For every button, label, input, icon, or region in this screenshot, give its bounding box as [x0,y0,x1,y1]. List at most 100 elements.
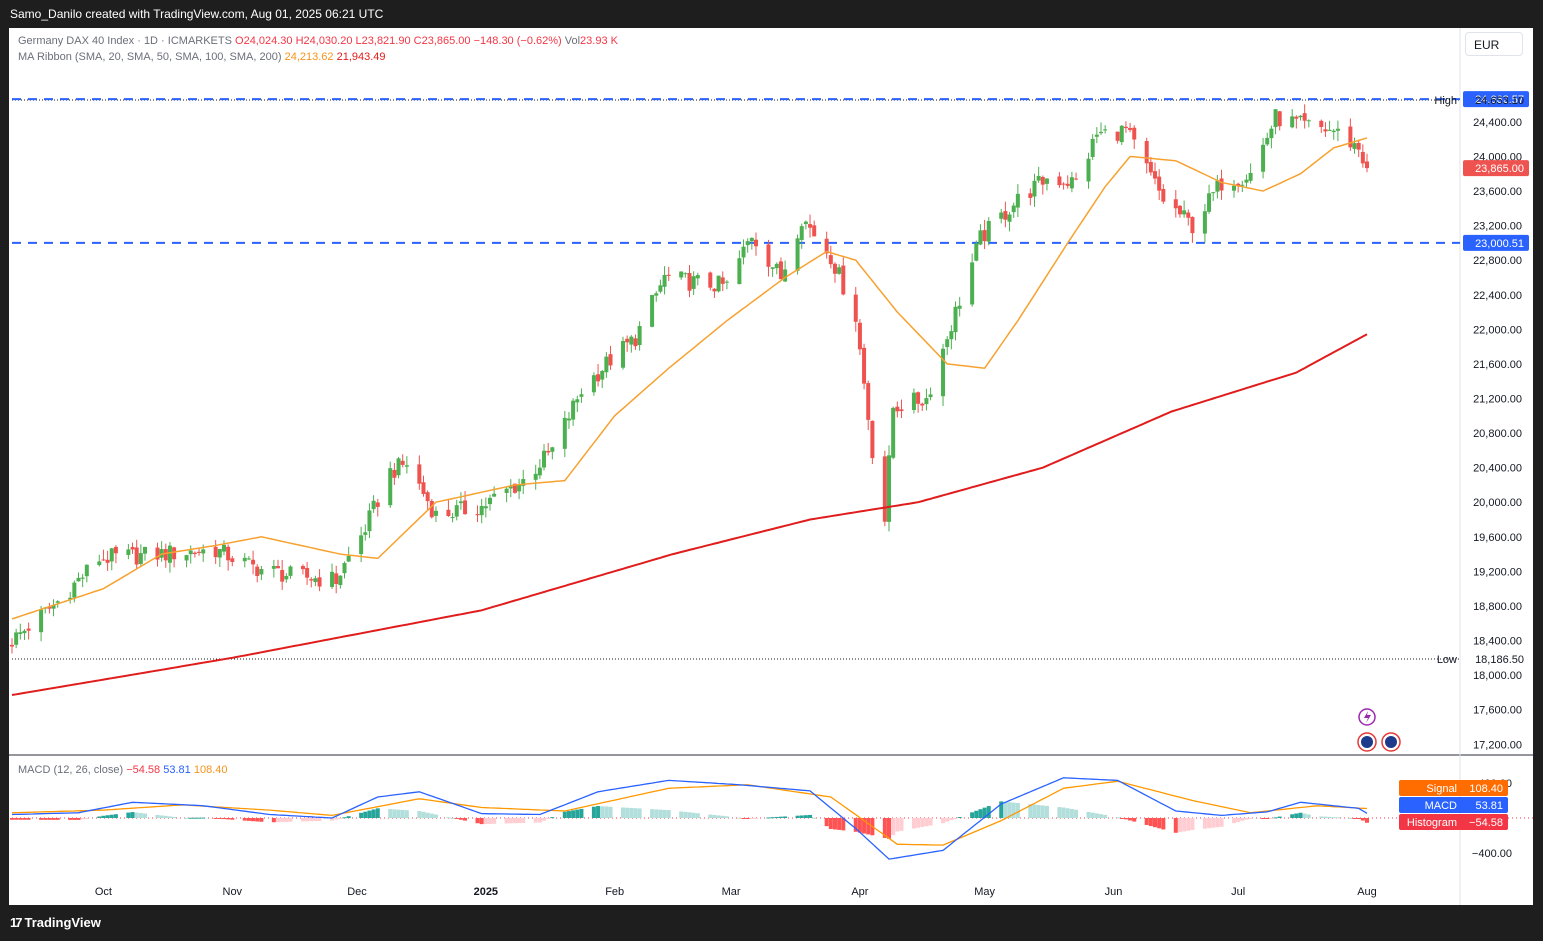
macd-histogram-bar [620,807,625,818]
macd-histogram-bar [504,818,509,824]
macd-histogram-bar [778,816,783,818]
macd-histogram-bar [1161,818,1166,830]
candle-body [1215,180,1220,192]
volume-label: Vol [564,35,581,47]
candle-body [662,274,667,287]
macd-histogram-bar [446,817,451,819]
price-tick-label: 19,600.00 [1473,532,1522,544]
candle-body [338,575,343,586]
macd-histogram-bar [591,806,596,818]
macd-histogram-bar [866,818,871,835]
macd-histogram-bar [450,818,455,819]
candle-body [143,547,148,554]
candle-body [313,578,318,583]
macd-histogram-bar [982,807,987,818]
macd-histogram-bar [1306,814,1311,818]
macd-histogram-bar [708,814,713,818]
macd-histogram-bar [1261,818,1266,819]
macd-histogram-bar [113,814,118,818]
candle-body [620,341,625,368]
macd-tag-name: Signal [1426,783,1457,795]
candle-body [1161,188,1166,202]
candle-body [26,628,31,631]
macd-line-value: 53.81 [163,764,191,776]
candle-body [562,417,567,449]
candle-body [1028,193,1033,198]
sma20-line [11,137,1368,620]
time-tick-label: Jun [1105,886,1123,898]
candle-body [749,237,754,242]
tradingview-brand: TradingView [24,915,101,930]
macd-histogram-bar [359,812,364,818]
macd-histogram-bar [1265,818,1270,819]
macd-histogram-bar [1327,816,1332,818]
macd-histogram-bar [192,817,197,819]
macd-histogram-bar [1294,813,1299,818]
candle-body [650,295,655,327]
candle-body [1360,151,1365,164]
macd-histogram-bar [1360,818,1365,821]
macd-histogram-bar [596,806,601,818]
macd-histogram-bar [1015,803,1020,818]
candle-body [433,510,438,516]
candle-body [571,400,576,420]
candle-body [172,547,177,560]
macd-histogram-bar [774,816,779,818]
candle-body [891,407,896,458]
price-tick-label: 23,200.00 [1473,221,1522,233]
macd-histogram-bar [197,817,202,819]
candle-body [970,262,975,305]
candle-body [309,579,314,581]
macd-histogram-bar [579,808,584,818]
candle-body [633,338,638,347]
macd-histogram-bar [1207,818,1212,829]
candle-body [201,549,206,554]
price-change: −148.30 (−0.62%) [473,35,562,47]
candle-body [754,239,759,247]
candle-body [1273,109,1278,128]
macd-histogram-bar [1011,802,1016,818]
candle-body [284,576,289,580]
macd-histogram-bar [953,818,958,819]
macd-histogram-bar [1007,802,1012,818]
candle-body [745,241,750,246]
currency-button[interactable]: EUR [1465,32,1523,56]
ma-title: MA Ribbon (SMA, 20, SMA, 50, SMA, 100, S… [18,51,282,63]
macd-title: MACD (12, 26, close) [18,764,124,776]
volume-value: 23.93 K [580,35,618,47]
macd-histogram-bar [1173,818,1178,833]
macd-tag-value: 108.40 [1469,783,1503,795]
candle-body [1144,141,1149,164]
macd-histogram-bar [487,818,492,824]
candle-body [280,570,285,582]
macd-histogram-bar [1269,818,1274,819]
ohlc-open: O24,024.30 [235,35,293,47]
candle-body [957,305,962,309]
macd-histogram-bar [22,818,27,820]
candle-body [1015,193,1020,208]
macd-histogram-bar [1036,805,1041,818]
macd-histogram-bar [346,816,351,818]
macd-tag-value: 53.81 [1475,800,1503,812]
macd-line [11,777,1368,860]
macd-tag-value: −54.58 [1469,817,1503,829]
candle-body [1331,130,1336,133]
macd-histogram-bar [313,818,318,822]
candle-body [429,500,434,518]
macd-histogram-bar [637,808,642,818]
candle-body [974,243,979,261]
macd-histogram-bar [1298,812,1303,818]
ma1-value: 24,213.62 [284,51,334,63]
macd-histogram-bar [737,817,742,819]
last-price-tag [1463,160,1529,177]
candle-body [1248,172,1253,181]
candle-body [1115,131,1120,141]
candle-body [388,468,393,506]
time-tick-label: Dec [347,886,367,898]
macd-histogram-bar [130,812,135,818]
macd-histogram-bar [1335,817,1340,819]
candle-body [1157,176,1162,191]
candle-body [1173,199,1178,209]
candle-body [824,238,829,254]
